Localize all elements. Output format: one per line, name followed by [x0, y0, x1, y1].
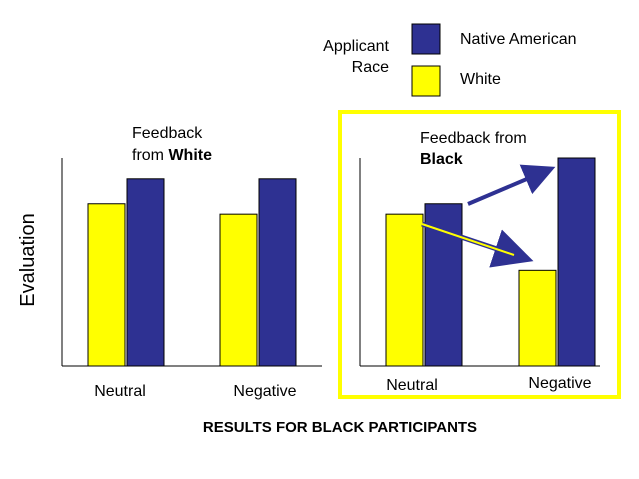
bar-white-negative [518, 269, 557, 367]
arrow-white-decrease [421, 223, 515, 256]
panel-title-bold: Black [420, 151, 463, 168]
legend-swatch-native-american [411, 23, 441, 55]
legend-title-line2: Race [352, 59, 389, 76]
x-tick-label: Neutral [386, 377, 438, 394]
legend: Applicant Race Native American White [323, 23, 577, 97]
legend-label-white: White [460, 71, 501, 88]
panel-feedback-from-black: Feedback from Black Neutral Negative [359, 130, 600, 394]
x-tick-label: Negative [528, 375, 591, 392]
x-tick-label: Negative [233, 383, 296, 400]
panel-title-line1: Feedback [132, 125, 203, 142]
panel-title-line2: from White [132, 147, 212, 164]
bar-native-american-negative [258, 178, 297, 367]
bottom-title: RESULTS FOR BLACK PARTICIPANTS [203, 419, 477, 436]
trend-arrows [421, 164, 556, 268]
x-tick-label: Neutral [94, 383, 146, 400]
highlight-frame [338, 110, 621, 399]
legend-title-line1: Applicant [323, 38, 389, 55]
bar-native-american-neutral [126, 178, 165, 367]
legend-label-native-american: Native American [460, 31, 577, 48]
panel-feedback-from-white: Feedback from White Neutral Negative [61, 125, 322, 400]
panel-title-prefix: from [132, 147, 168, 164]
panel-title-line1: Feedback from [420, 130, 527, 147]
bar-white-neutral [385, 213, 424, 367]
arrow-native-american-increase [467, 164, 556, 206]
legend-swatch-white [411, 65, 441, 97]
bar-white-negative [219, 213, 258, 367]
bars-layer [87, 157, 596, 367]
bar-native-american-negative [557, 157, 596, 367]
panel-title-bold: White [168, 147, 212, 164]
y-axis-label: Evaluation [17, 213, 39, 306]
bar-white-neutral [87, 203, 126, 367]
panel-title-line2: Black [420, 151, 463, 168]
